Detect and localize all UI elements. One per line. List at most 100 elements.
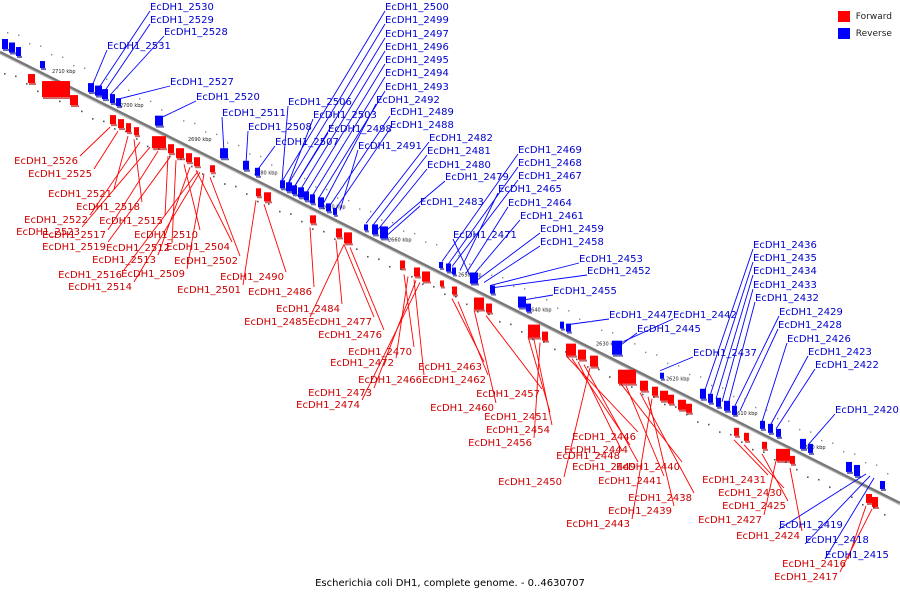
reverse-gene-label[interactable]: EcDH1_2452 [587, 266, 651, 277]
reverse-gene-label[interactable]: EcDH1_2434 [753, 266, 817, 277]
forward-gene-label[interactable]: EcDH1_2522 [24, 215, 88, 226]
reverse-gene-label[interactable]: EcDH1_2531 [107, 41, 171, 52]
reverse-gene-label[interactable]: EcDH1_2426 [787, 334, 851, 345]
forward-gene-label[interactable]: EcDH1_2509 [121, 269, 185, 280]
reverse-gene-label[interactable]: EcDH1_2437 [693, 348, 757, 359]
reverse-gene-label[interactable]: EcDH1_2529 [150, 15, 214, 26]
reverse-gene-label[interactable]: EcDH1_2428 [778, 320, 842, 331]
forward-gene-label[interactable]: EcDH1_2451 [484, 412, 548, 423]
forward-gene-label[interactable]: EcDH1_2446 [572, 432, 636, 443]
forward-gene-label[interactable]: EcDH1_2416 [782, 559, 846, 570]
forward-gene-label[interactable]: EcDH1_2523 [16, 227, 80, 238]
reverse-gene-label[interactable]: EcDH1_2496 [385, 42, 449, 53]
reverse-gene-label[interactable]: EcDH1_2508 [248, 122, 312, 133]
reverse-gene-label[interactable]: EcDH1_2503 [313, 110, 377, 121]
forward-gene-label[interactable]: EcDH1_2519 [42, 242, 106, 253]
forward-gene-label[interactable]: EcDH1_2449 [572, 462, 636, 473]
reverse-gene-label[interactable]: EcDH1_2436 [753, 240, 817, 251]
reverse-gene-label[interactable]: EcDH1_2471 [453, 230, 517, 241]
reverse-gene-label[interactable]: EcDH1_2455 [553, 286, 617, 297]
reverse-gene-label[interactable]: EcDH1_2480 [427, 160, 491, 171]
reverse-gene-label[interactable]: EcDH1_2422 [815, 360, 879, 371]
forward-gene-label[interactable]: EcDH1_2514 [68, 282, 132, 293]
forward-gene-label[interactable]: EcDH1_2470 [348, 347, 412, 358]
forward-gene-label[interactable]: EcDH1_2424 [736, 531, 800, 542]
reverse-gene-label[interactable]: EcDH1_2499 [385, 15, 449, 26]
forward-gene-label[interactable]: EcDH1_2515 [99, 216, 163, 227]
reverse-gene-label[interactable]: EcDH1_2493 [385, 82, 449, 93]
reverse-gene-label[interactable]: EcDH1_2494 [385, 68, 449, 79]
forward-gene-label[interactable]: EcDH1_2526 [14, 156, 78, 167]
reverse-gene-label[interactable]: EcDH1_2482 [429, 133, 493, 144]
reverse-gene-label[interactable]: EcDH1_2468 [518, 158, 582, 169]
reverse-gene-label[interactable]: EcDH1_2498 [328, 124, 392, 135]
forward-gene-label[interactable]: EcDH1_2502 [174, 256, 238, 267]
forward-gene-label[interactable]: EcDH1_2516 [58, 270, 122, 281]
reverse-gene-label[interactable]: EcDH1_2511 [222, 108, 286, 119]
forward-gene-label[interactable]: EcDH1_2457 [476, 389, 540, 400]
reverse-gene-label[interactable]: EcDH1_2442 [673, 310, 737, 321]
forward-gene-label[interactable]: EcDH1_2456 [468, 438, 532, 449]
forward-gene-label[interactable]: EcDH1_2474 [296, 400, 360, 411]
reverse-gene-label[interactable]: EcDH1_2458 [540, 237, 604, 248]
reverse-gene-label[interactable]: EcDH1_2435 [753, 253, 817, 264]
forward-gene-label[interactable]: EcDH1_2501 [177, 285, 241, 296]
reverse-gene-label[interactable]: EcDH1_2492 [376, 95, 440, 106]
forward-gene-label[interactable]: EcDH1_2510 [134, 230, 198, 241]
reverse-gene-label[interactable]: EcDH1_2467 [518, 171, 582, 182]
reverse-gene-label[interactable]: EcDH1_2506 [288, 97, 352, 108]
reverse-gene-label[interactable]: EcDH1_2528 [164, 27, 228, 38]
reverse-gene-label[interactable]: EcDH1_2429 [779, 307, 843, 318]
forward-gene-label[interactable]: EcDH1_2427 [698, 515, 762, 526]
forward-gene-label[interactable]: EcDH1_2525 [28, 169, 92, 180]
reverse-gene-label[interactable]: EcDH1_2447 [609, 310, 673, 321]
forward-gene-label[interactable]: EcDH1_2417 [774, 572, 838, 583]
reverse-gene-label[interactable]: EcDH1_2495 [385, 55, 449, 66]
forward-gene-label[interactable]: EcDH1_2444 [564, 445, 628, 456]
forward-gene-label[interactable]: EcDH1_2431 [702, 475, 766, 486]
reverse-gene-label[interactable]: EcDH1_2461 [520, 211, 584, 222]
forward-gene-label[interactable]: EcDH1_2486 [248, 287, 312, 298]
forward-gene-label[interactable]: EcDH1_2440 [616, 462, 680, 473]
forward-gene-label[interactable]: EcDH1_2518 [76, 202, 140, 213]
forward-gene-label[interactable]: EcDH1_2454 [486, 425, 550, 436]
forward-gene-label[interactable]: EcDH1_2425 [722, 501, 786, 512]
forward-gene-label[interactable]: EcDH1_2504 [166, 242, 230, 253]
forward-gene-label[interactable]: EcDH1_2438 [628, 493, 692, 504]
reverse-gene-label[interactable]: EcDH1_2465 [498, 184, 562, 195]
forward-gene-label[interactable]: EcDH1_2448 [556, 451, 620, 462]
reverse-gene-label[interactable]: EcDH1_2483 [420, 197, 484, 208]
forward-gene-label[interactable]: EcDH1_2477 [308, 317, 372, 328]
forward-gene-label[interactable]: EcDH1_2512 [106, 243, 170, 254]
reverse-gene-label[interactable]: EcDH1_2418 [805, 535, 869, 546]
reverse-gene-label[interactable]: EcDH1_2488 [390, 120, 454, 131]
forward-gene-label[interactable]: EcDH1_2513 [92, 255, 156, 266]
forward-gene-label[interactable]: EcDH1_2484 [276, 304, 340, 315]
reverse-gene-label[interactable]: EcDH1_2530 [150, 2, 214, 13]
forward-gene-label[interactable]: EcDH1_2472 [330, 358, 394, 369]
reverse-gene-label[interactable]: EcDH1_2491 [358, 141, 422, 152]
forward-gene-label[interactable]: EcDH1_2485 [244, 317, 308, 328]
forward-gene-label[interactable]: EcDH1_2460 [430, 403, 494, 414]
reverse-gene-label[interactable]: EcDH1_2419 [779, 520, 843, 531]
reverse-gene-label[interactable]: EcDH1_2432 [755, 293, 819, 304]
reverse-gene-label[interactable]: EcDH1_2464 [508, 198, 572, 209]
forward-gene-label[interactable]: EcDH1_2476 [318, 330, 382, 341]
reverse-gene-label[interactable]: EcDH1_2500 [385, 2, 449, 13]
reverse-gene-label[interactable]: EcDH1_2520 [196, 92, 260, 103]
reverse-gene-label[interactable]: EcDH1_2459 [540, 224, 604, 235]
reverse-gene-label[interactable]: EcDH1_2445 [637, 324, 701, 335]
forward-gene-label[interactable]: EcDH1_2490 [220, 272, 284, 283]
forward-gene-label[interactable]: EcDH1_2517 [42, 230, 106, 241]
forward-gene-label[interactable]: EcDH1_2463 [418, 362, 482, 373]
reverse-gene-label[interactable]: EcDH1_2453 [579, 254, 643, 265]
reverse-gene-label[interactable]: EcDH1_2423 [808, 347, 872, 358]
reverse-gene-label[interactable]: EcDH1_2479 [445, 172, 509, 183]
forward-gene-label[interactable]: EcDH1_2473 [308, 388, 372, 399]
reverse-gene-label[interactable]: EcDH1_2507 [275, 137, 339, 148]
reverse-gene-label[interactable]: EcDH1_2489 [390, 107, 454, 118]
reverse-gene-label[interactable]: EcDH1_2420 [835, 405, 899, 416]
reverse-gene-label[interactable]: EcDH1_2433 [753, 280, 817, 291]
reverse-gene-label[interactable]: EcDH1_2527 [170, 77, 234, 88]
forward-gene-label[interactable]: EcDH1_2466 [358, 375, 422, 386]
